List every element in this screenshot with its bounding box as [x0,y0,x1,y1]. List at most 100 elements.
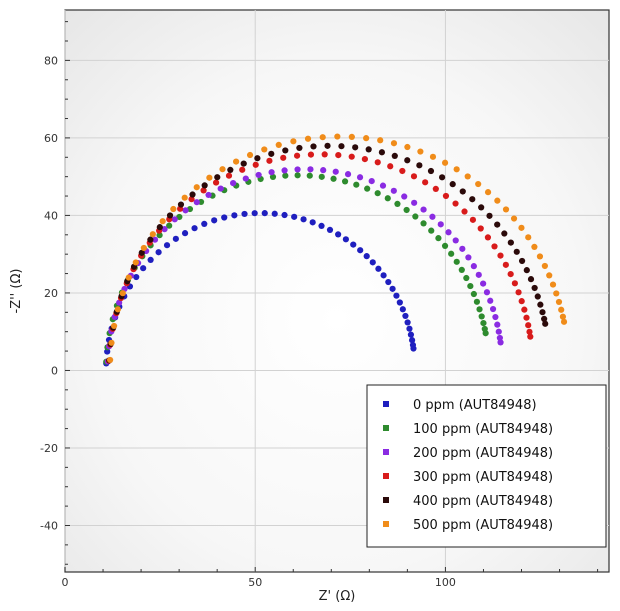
data-point [374,190,381,197]
legend-label: 400 ppm (AUT84948) [413,494,553,509]
data-point [363,135,370,142]
data-point [110,322,118,330]
data-point [422,179,429,186]
data-point [280,154,287,161]
data-point [140,265,147,272]
data-point [478,313,485,320]
data-point [393,292,400,299]
data-point [416,162,423,169]
y-tick-label: 60 [44,132,58,145]
data-point [475,271,482,278]
data-point [411,199,418,206]
data-point [225,172,233,179]
data-point [391,152,398,159]
data-point [206,174,213,181]
data-point [318,222,325,229]
data-point [549,281,557,288]
data-point [534,293,541,300]
data-point [181,230,189,237]
data-point [459,245,466,252]
data-point [510,215,518,222]
data-point [282,147,289,154]
data-point [507,271,514,278]
data-point [380,272,387,279]
data-point [193,199,200,206]
x-tick-label: 0 [62,576,69,589]
data-point [497,252,504,259]
data-point [494,221,501,228]
data-point [403,206,410,214]
data-point [189,191,196,198]
data-point [335,152,342,159]
data-point [553,290,560,297]
y-tick-label: 0 [51,364,58,377]
data-point [461,208,468,215]
data-point [448,250,455,257]
data-point [501,230,508,237]
data-point [241,210,248,218]
data-point [147,256,154,263]
data-point [324,142,331,149]
data-point [546,272,553,279]
data-point [484,189,492,196]
data-point [515,289,522,296]
data-point [151,236,159,243]
data-point [374,159,381,166]
data-point [227,166,234,173]
data-point [478,204,485,211]
data-point [523,267,530,274]
data-point [486,212,493,219]
data-point [217,185,224,192]
data-point [464,173,471,180]
data-point [230,180,237,187]
data-point [233,158,240,165]
data-point [390,187,397,194]
data-point [365,146,372,153]
y-tick-label: -40 [40,519,58,532]
data-point [269,173,277,181]
data-point [268,150,275,157]
data-point [470,263,477,270]
data-point [108,339,115,346]
data-point [399,167,406,175]
data-point [489,305,497,313]
legend-label: 100 ppm (AUT84948) [413,422,553,437]
data-point [487,297,494,304]
data-point [458,266,465,274]
data-point [442,192,450,200]
data-point [338,143,345,150]
legend-box [366,384,607,548]
x-axis-label: Z' (Ω) [319,589,356,604]
data-point [484,234,492,241]
data-point [429,153,437,160]
data-point [435,235,442,242]
legend-marker [383,521,389,527]
data-point [385,278,392,286]
data-point [332,168,339,175]
data-point [261,146,268,153]
data-point [172,235,179,242]
data-point [492,313,499,321]
data-point [353,181,360,188]
data-point [149,231,156,238]
data-point [537,301,544,308]
axis-ticks: 0 50 100 -40 -20 0 20 40 60 80 [40,21,599,589]
data-point [465,254,472,261]
data-point [166,222,173,229]
data-point [495,328,502,335]
data-point [559,313,567,320]
data-point [242,175,249,182]
data-point [473,298,481,305]
data-point [159,218,166,225]
data-point [409,341,417,349]
data-point [240,160,247,167]
data-point [432,185,439,192]
data-point [439,174,446,181]
data-point [399,306,406,313]
data-point [459,188,466,195]
data-point [293,152,301,159]
data-point [536,253,544,260]
data-point [268,169,275,176]
data-point [480,319,487,327]
